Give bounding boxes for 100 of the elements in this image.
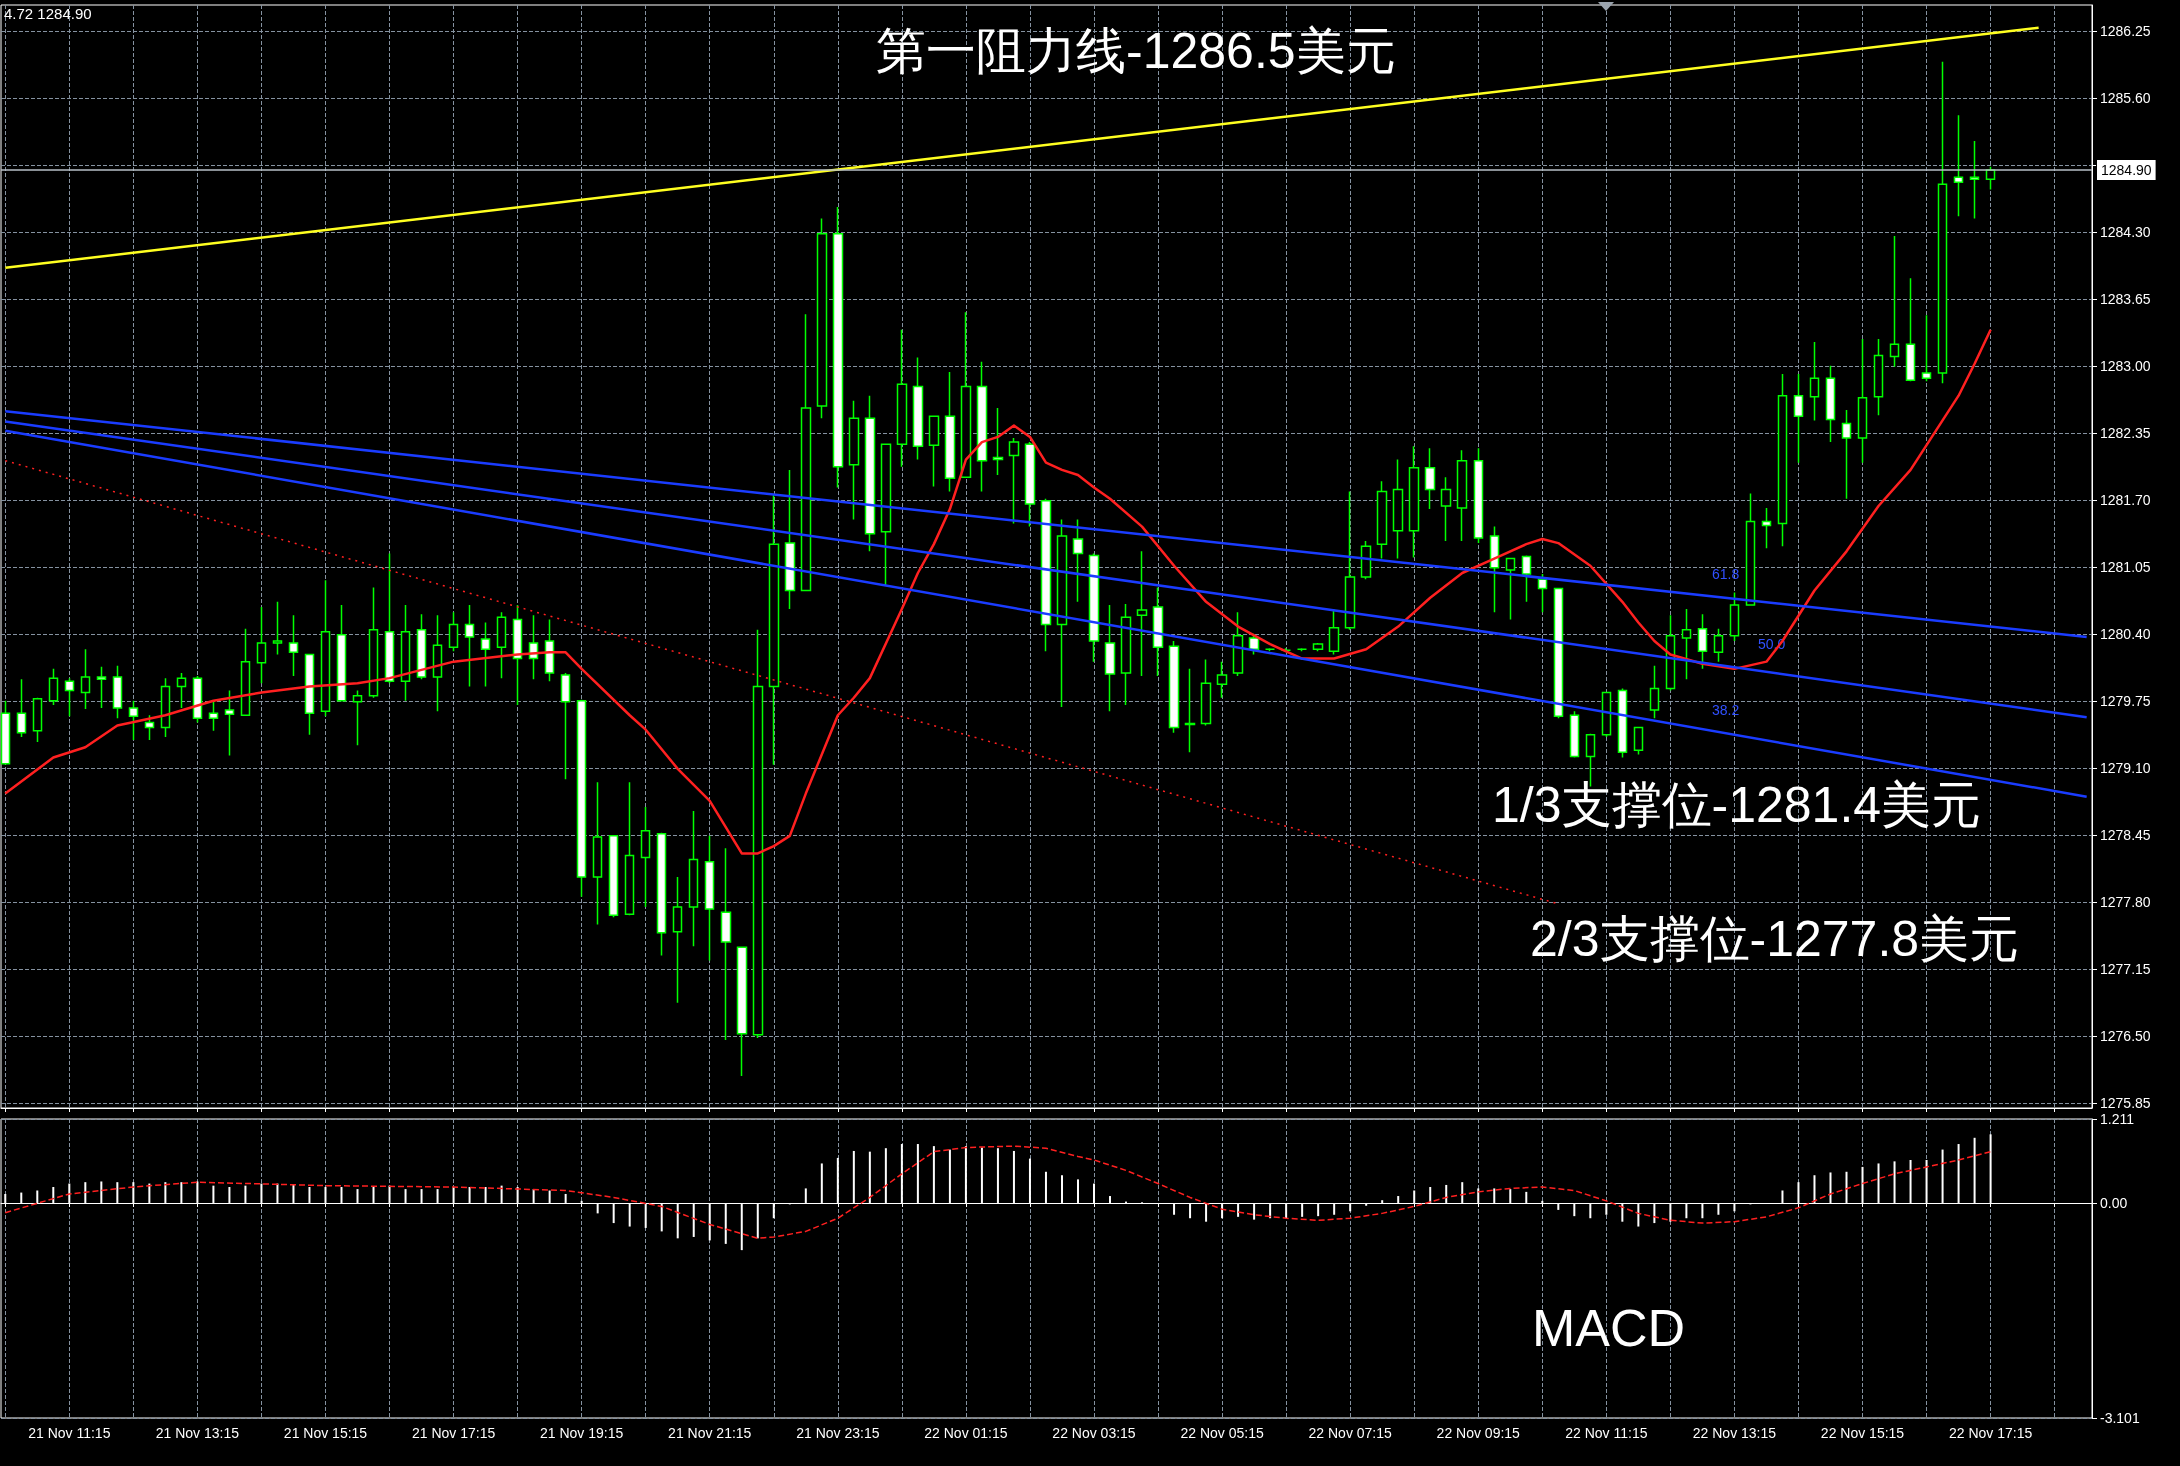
x-tick-label: 21 Nov 13:15: [155, 1425, 240, 1441]
x-tick-label: 21 Nov 11:15: [28, 1425, 111, 1441]
candlestick: [144, 714, 155, 741]
candlestick: [1008, 437, 1020, 525]
candlestick: [1617, 687, 1628, 759]
candlestick: [400, 604, 411, 702]
x-tick-label: 22 Nov 17:15: [1948, 1425, 2033, 1441]
candlestick: [1649, 665, 1660, 720]
candlestick: [560, 672, 571, 780]
candlestick: [1152, 586, 1164, 677]
candlestick: [1521, 554, 1532, 603]
y-tick-label: 1281.05: [2100, 558, 2151, 575]
y-tick-label: 1.211: [2100, 1111, 2135, 1127]
candlestick: [640, 806, 651, 908]
annotation: 第一阻力线-1286.5美元: [876, 23, 1396, 79]
candlestick: [1857, 338, 1868, 464]
candlestick: [1072, 518, 1084, 603]
annotation: MACD: [1532, 1299, 1686, 1357]
candlestick: [912, 356, 924, 461]
candlestick: [512, 604, 523, 706]
candlestick: [224, 689, 235, 757]
candlestick: [1344, 490, 1356, 631]
y-tick-label: 1275.85: [2100, 1094, 2151, 1111]
candlestick: [1761, 507, 1772, 549]
candlestick: [832, 206, 844, 489]
candlestick: [1937, 60, 1948, 385]
candlestick: [480, 621, 491, 688]
y-tick-label: 1280.40: [2100, 625, 2151, 642]
candlestick: [1921, 314, 1932, 383]
y-tick-label: 1283.00: [2100, 357, 2151, 374]
candlestick: [864, 394, 876, 553]
candlestick: [384, 552, 395, 685]
candlestick: [1440, 476, 1452, 542]
candlestick: [288, 614, 299, 677]
candlestick: [1969, 140, 1980, 220]
candlestick: [848, 400, 860, 521]
candlestick: [928, 415, 940, 488]
y-tick-label: 1277.80: [2100, 893, 2151, 910]
x-tick-label: 21 Nov 15:15: [283, 1425, 368, 1441]
y-tick-label: 1281.70: [2100, 491, 2151, 508]
candlestick: [256, 606, 267, 685]
candlestick: [1136, 550, 1148, 677]
candlestick: [464, 604, 475, 688]
candlestick: [1424, 447, 1436, 510]
candlestick: [1745, 492, 1756, 606]
candlestick: [1809, 341, 1820, 422]
candlestick: [1264, 647, 1276, 653]
ref-line-label: 1284.90: [2101, 161, 2152, 178]
candlestick: [688, 810, 699, 947]
candlestick: [16, 678, 27, 738]
candlestick: [592, 781, 603, 926]
candlestick: [1232, 611, 1244, 677]
candlestick: [1905, 277, 1916, 383]
candlestick: [1408, 445, 1420, 559]
candlestick: [656, 832, 667, 957]
x-tick-label: 22 Nov 01:15: [924, 1425, 1008, 1441]
candlestick: [1681, 608, 1692, 680]
candlestick: [1825, 365, 1836, 443]
x-tick-label: 21 Nov 17:15: [411, 1425, 496, 1441]
y-tick-label: 1283.65: [2100, 290, 2151, 307]
candlestick: [176, 672, 187, 709]
y-tick-label: 1282.35: [2100, 424, 2151, 441]
annotation: 4.72 1284.90: [4, 5, 92, 22]
y-tick-label: 1276.50: [2100, 1027, 2151, 1044]
candlestick: [1040, 498, 1052, 653]
candlestick: [896, 328, 908, 468]
annotation: 2/3支撑位-1277.8美元: [1530, 911, 2020, 967]
candlestick: [448, 611, 459, 653]
y-tick-label: -3.101: [2100, 1410, 2140, 1426]
candlestick: [1729, 591, 1740, 642]
candlestick: [1088, 552, 1100, 663]
candlestick: [1537, 573, 1548, 613]
candlestick: [1841, 409, 1852, 500]
candlestick: [368, 586, 379, 699]
candlestick: [1953, 114, 1964, 218]
candlestick: [352, 689, 363, 746]
y-tick-label: 1277.15: [2100, 960, 2151, 977]
candlestick: [1120, 603, 1132, 706]
candlestick: [720, 847, 732, 1041]
candlestick: [1633, 726, 1644, 756]
candlestick: [1392, 458, 1404, 560]
candlestick: [192, 675, 203, 724]
candlestick: [1889, 235, 1900, 368]
candlestick: [576, 699, 587, 898]
candlestick: [416, 613, 427, 680]
candlestick: [1056, 518, 1068, 708]
y-tick-label: 1284.30: [2100, 223, 2151, 240]
x-tick-label: 21 Nov 23:15: [796, 1425, 880, 1441]
candlestick: [1601, 691, 1612, 738]
x-tick-label: 22 Nov 13:15: [1692, 1425, 1777, 1441]
annotation: 61.8: [1712, 566, 1740, 582]
y-tick-label: 1278.45: [2100, 826, 2151, 843]
candlestick: [208, 700, 219, 732]
candlestick: [1777, 373, 1788, 547]
candlestick: [48, 668, 59, 706]
candlestick: [1312, 642, 1324, 653]
x-tick-label: 22 Nov 09:15: [1436, 1425, 1521, 1441]
candlestick: [1184, 668, 1196, 754]
candlestick: [1569, 710, 1580, 759]
candlestick: [304, 653, 315, 736]
